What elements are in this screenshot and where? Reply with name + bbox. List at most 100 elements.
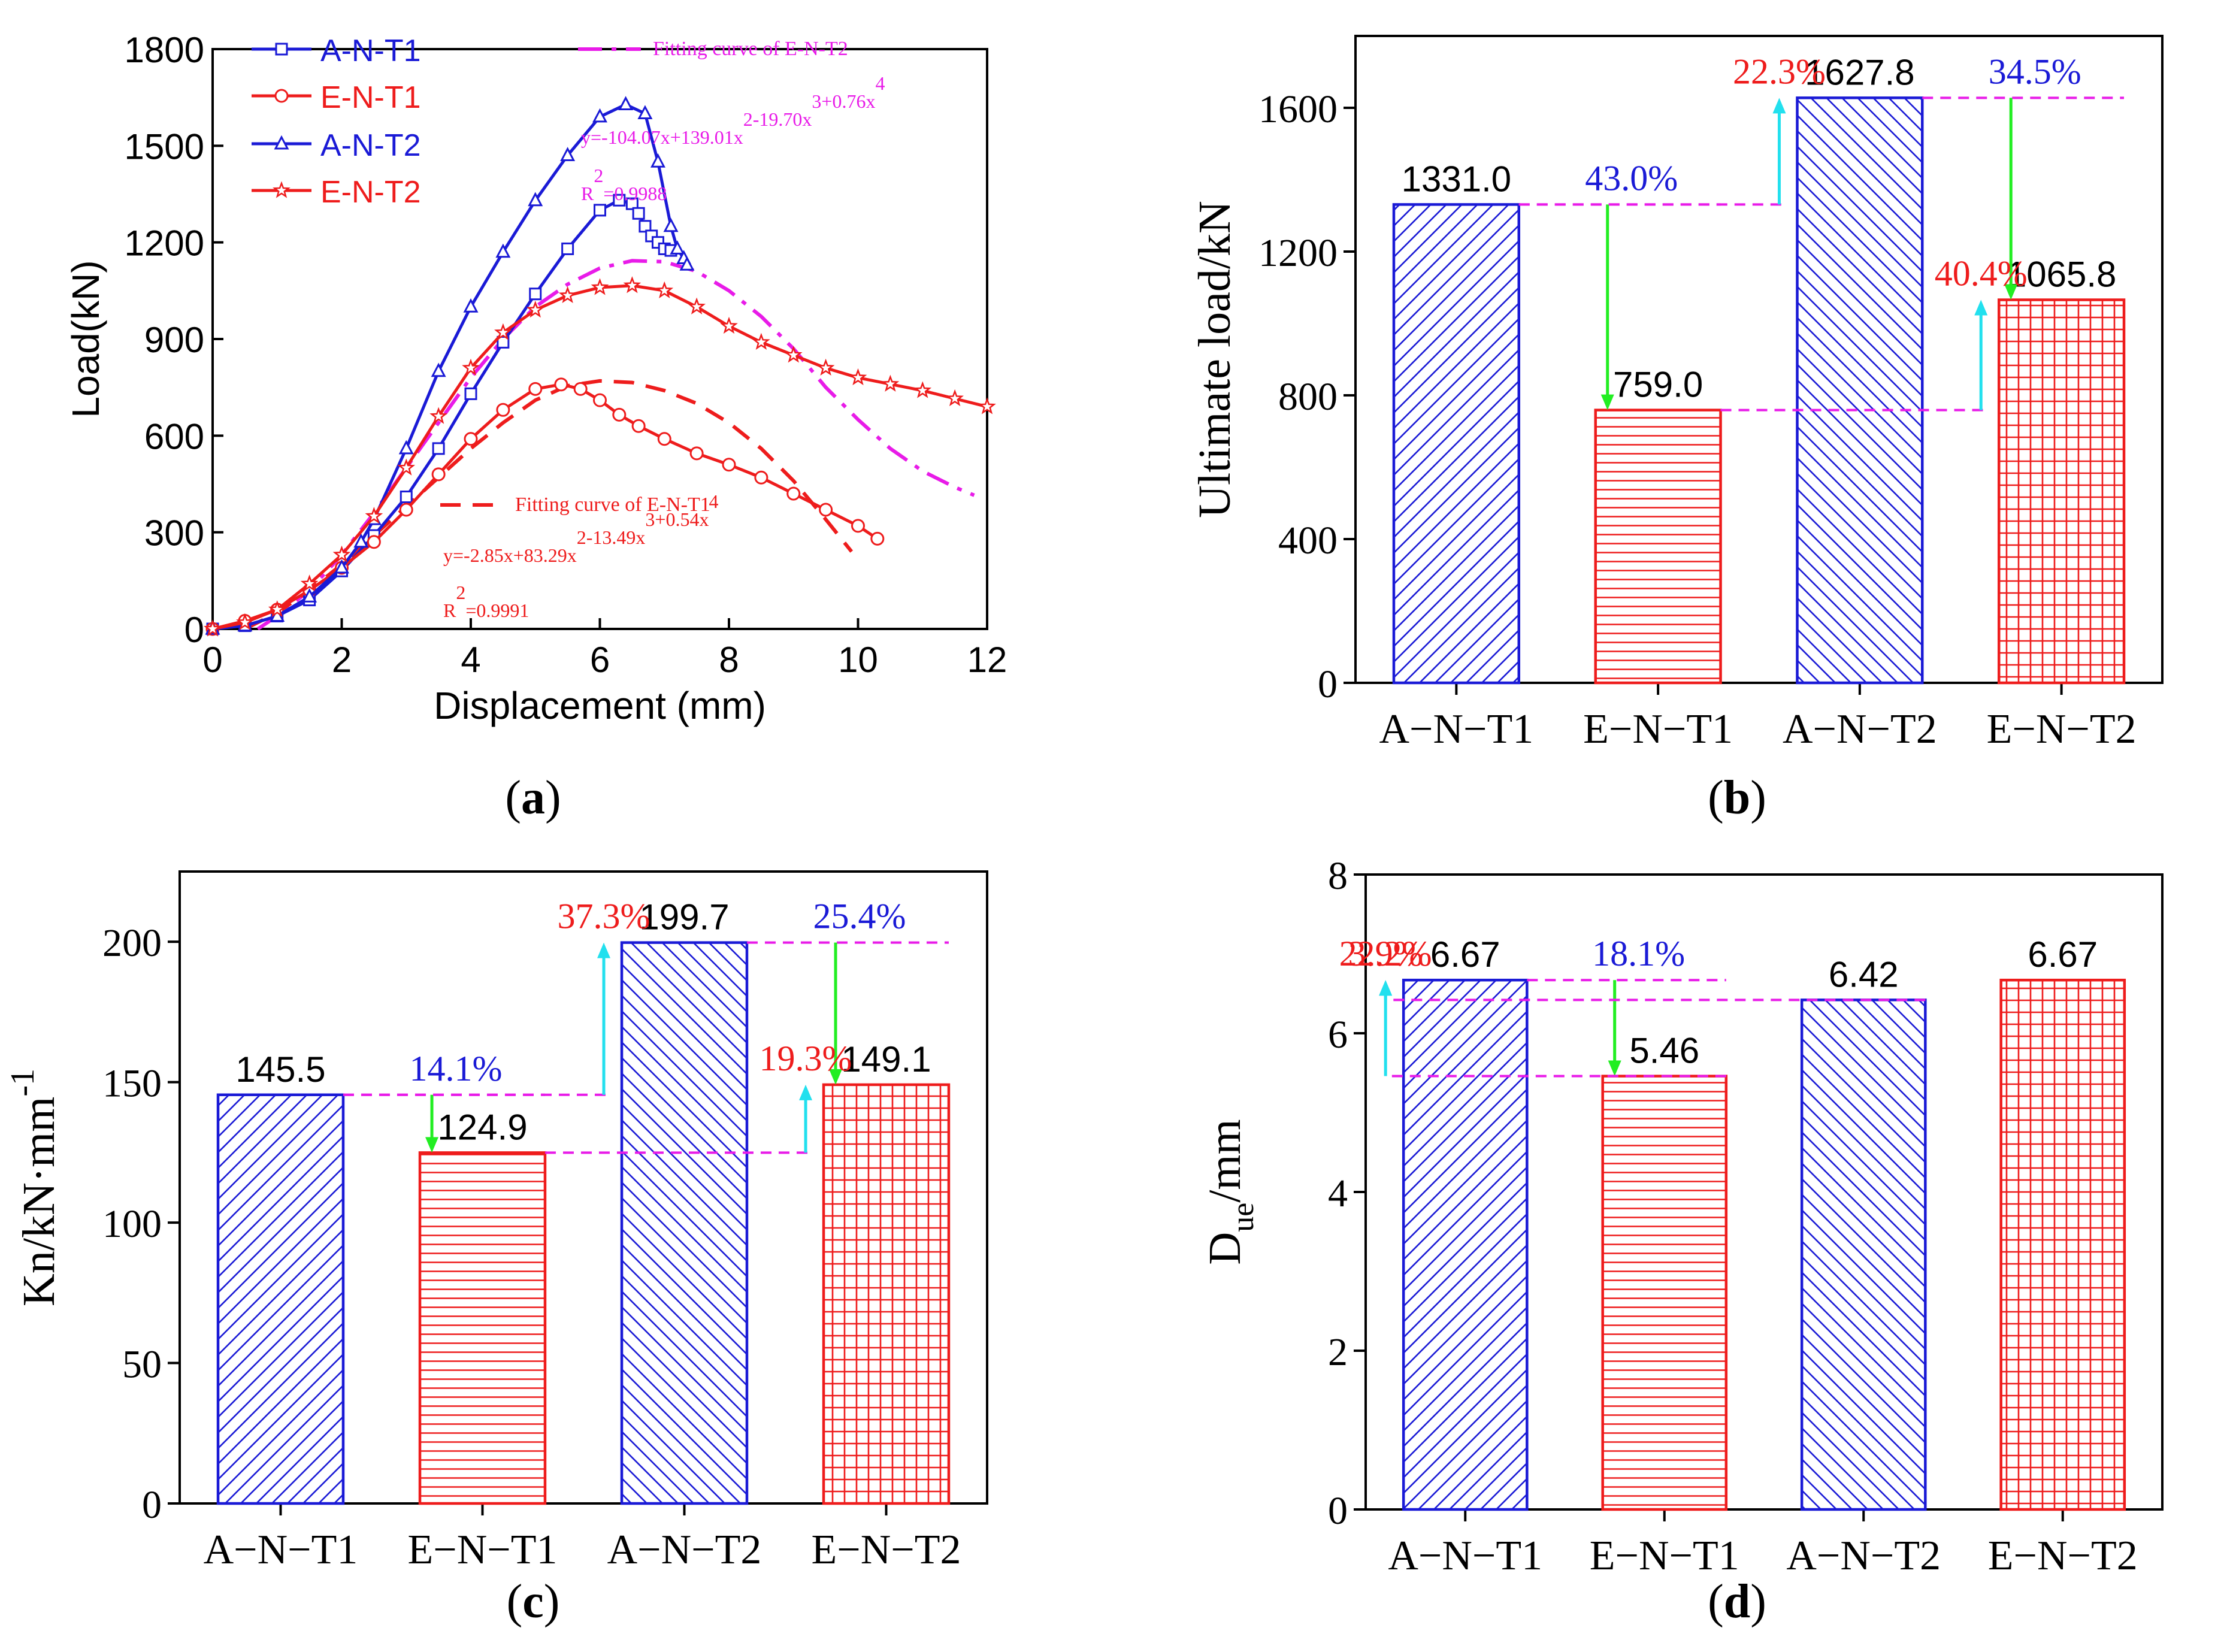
- arrow-head-3: [2004, 284, 2018, 300]
- fit-equation-e-n-t1: y=-2.85x+83.29x2-13.49x3+0.54x4: [443, 491, 718, 566]
- fit-equation-e-n-t2: y=-104.07x+139.01x2-19.70x3+0.76x4: [581, 72, 885, 148]
- y-tick-label: 600: [144, 416, 204, 456]
- y-tick-label: 8: [1328, 854, 1348, 898]
- value-label-3: 1627.8: [1805, 52, 1915, 92]
- arrow-head-2: [1772, 98, 1786, 114]
- x-tick-label: 8: [719, 640, 739, 680]
- point-E-N-T2: [204, 619, 222, 637]
- arrow-head-2: [597, 942, 611, 958]
- y-tick-label: 2: [1328, 1330, 1348, 1374]
- panel-a: 0 2 4 6 8 10 12 0 300 600 900 1200 1500 1800 Displacem…: [64, 30, 1007, 824]
- point-A-N-T2: [560, 147, 576, 161]
- category-label-3: A−N−T2: [1786, 1533, 1941, 1579]
- point-A-N-T2: [679, 256, 695, 271]
- point-A-N-T1: [625, 197, 639, 210]
- category-label-1: A−N−T1: [1388, 1533, 1542, 1579]
- y-tick-label: 50: [122, 1343, 162, 1387]
- percent-label-3: 25.4%: [813, 897, 906, 936]
- percent-label-2: 3.9%: [1348, 934, 1423, 973]
- panel-b: 0 400 800 1200 1600 A−N−T1 E−N−T1 A−N−T2 E−N−T2 U…: [1190, 35, 2164, 824]
- y-axis-label-c: Kn/kN·mm-1: [4, 1069, 64, 1306]
- bar-A−N−T1: [1392, 203, 1521, 685]
- category-label-1: A−N−T1: [1379, 706, 1533, 752]
- point-E-N-T1: [722, 458, 736, 472]
- caption-b: (b): [1708, 771, 1766, 824]
- point-A-N-T2: [650, 153, 665, 168]
- caption-c: (c): [507, 1575, 560, 1628]
- point-E-N-T1: [593, 393, 607, 407]
- value-label-1: 1331.0: [1402, 159, 1512, 199]
- y-tick-label: 900: [144, 320, 204, 360]
- fit-curve-2: [244, 379, 854, 631]
- point-E-N-T1: [573, 382, 588, 396]
- value-label-1: 6.67: [1430, 934, 1500, 975]
- point-A-N-T2: [495, 243, 511, 258]
- plot-frame-b: [1354, 35, 2164, 684]
- y-tick-label: 300: [144, 513, 204, 553]
- point-E-N-T2: [397, 458, 416, 476]
- legend-label-A-N-T1: A-N-T1: [320, 34, 421, 68]
- arrow-head-3: [829, 1069, 843, 1085]
- percent-label-1: 14.1%: [410, 1049, 503, 1088]
- point-E-N-T2: [720, 316, 738, 334]
- bar-A−N−T1: [216, 1093, 345, 1505]
- point-A-N-T2: [398, 440, 414, 455]
- point-E-N-T2: [623, 276, 642, 294]
- x-tick-label: 2: [332, 640, 352, 680]
- y-tick-label: 6: [1328, 1013, 1348, 1057]
- legend-label-E-N-T1: E-N-T1: [320, 80, 421, 115]
- point-E-N-T2: [913, 381, 932, 398]
- caption-a: (a): [505, 771, 561, 824]
- y-tick-label: 100: [102, 1202, 162, 1246]
- y-tick-label: 1800: [125, 30, 204, 70]
- point-A-N-T1: [400, 491, 413, 504]
- y-tick-label: 1600: [1258, 87, 1338, 131]
- category-label-4: E−N−T2: [1987, 706, 2137, 752]
- point-E-N-T2: [816, 358, 835, 376]
- value-label-4: 1065.8: [2007, 255, 2117, 295]
- point-E-N-T1: [367, 535, 381, 549]
- point-E-N-T1: [870, 531, 885, 546]
- category-label-2: E−N−T1: [1583, 706, 1733, 752]
- point-A-N-T2: [334, 559, 349, 574]
- point-E-N-T1: [431, 467, 446, 482]
- point-E-N-T2: [429, 407, 447, 424]
- point-E-N-T2: [946, 389, 964, 407]
- bar-A−N−T2: [620, 941, 749, 1505]
- panel-d: 0 2 4 6 8 A−N−T1 E−N−T1 A−N−T2 E−N−T2 Due/mm 6.67 5…: [1200, 854, 2164, 1628]
- bar-A−N−T2: [1800, 999, 1927, 1511]
- point-E-N-T2: [752, 332, 770, 350]
- value-label-2: 759.0: [1613, 365, 1703, 405]
- point-A-N-T2: [637, 105, 653, 120]
- y-axis-label-d: Due/mm: [1200, 1119, 1260, 1264]
- y-axis-label: Load(kN): [64, 260, 107, 417]
- point-E-N-T1: [851, 519, 865, 533]
- point-A-N-T2: [670, 240, 685, 255]
- point-A-N-T1: [632, 207, 645, 220]
- legend-marker: [274, 135, 289, 150]
- percent-label-4: 19.3%: [760, 1039, 852, 1078]
- point-E-N-T1: [399, 503, 413, 517]
- percent-label-2: 22.3%: [1733, 52, 1826, 91]
- value-label-3: 199.7: [639, 897, 729, 937]
- bar-A−N−T2: [1796, 96, 1924, 685]
- x-tick-label: 12: [967, 640, 1007, 680]
- point-E-N-T2: [332, 545, 351, 562]
- fit-curve-1: [256, 259, 975, 631]
- arrow-head-4: [1974, 299, 1988, 316]
- x-axis-label: Displacement (mm): [434, 684, 766, 727]
- point-E-N-T2: [688, 297, 706, 314]
- category-label-3: A−N−T2: [607, 1527, 762, 1573]
- fit-name-e-n-t2: Fitting curve of E-N-T2: [653, 38, 848, 60]
- arrow-head-3: [1379, 980, 1393, 996]
- y-tick-label: 0: [1318, 662, 1338, 706]
- point-E-N-T2: [655, 281, 674, 298]
- category-label-4: E−N−T2: [1988, 1533, 2138, 1579]
- y-tick-label: 400: [1278, 519, 1338, 562]
- point-E-N-T2: [300, 574, 319, 592]
- value-label-2: 124.9: [437, 1107, 527, 1147]
- point-A-N-T2: [592, 108, 607, 123]
- point-E-N-T1: [496, 403, 510, 417]
- y-tick-label: 0: [142, 1483, 162, 1527]
